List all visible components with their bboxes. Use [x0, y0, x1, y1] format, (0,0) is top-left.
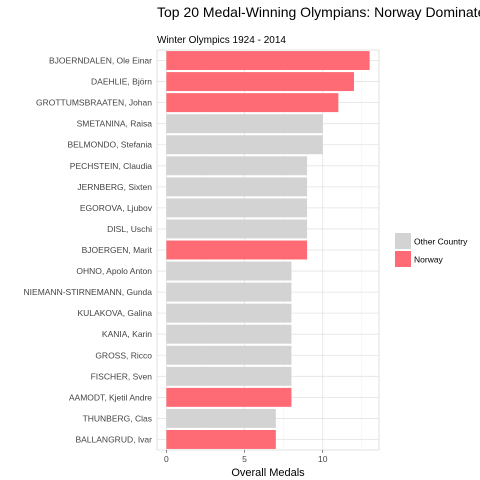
x-axis-title: Overall Medals: [231, 467, 305, 479]
y-tick-label: BJOERGEN, Marit: [82, 245, 153, 255]
bar: [166, 72, 354, 92]
y-tick-label: GROSS, Ricco: [95, 350, 152, 360]
legend-swatch: [395, 233, 411, 249]
x-tick-label: 10: [318, 454, 328, 464]
bar: [166, 240, 308, 260]
bar: [166, 51, 370, 70]
y-tick-label: FISCHER, Sven: [91, 371, 153, 381]
bar: [166, 387, 292, 407]
y-tick-label: PECHSTEIN, Claudia: [70, 161, 152, 171]
y-tick-label: JERNBERG, Sixten: [77, 182, 152, 192]
y-tick-label: BALLANGRUD, Ivar: [75, 434, 152, 444]
bar: [166, 156, 308, 176]
bar: [166, 198, 308, 218]
bar: [166, 261, 292, 281]
bar: [166, 430, 276, 449]
y-tick-label: DISL, Uschi: [107, 224, 152, 234]
x-tick-label: 0: [164, 454, 169, 464]
y-tick-label: BELMONDO, Stefania: [67, 140, 152, 150]
y-tick-label: SMETANINA, Raisa: [77, 119, 153, 129]
bar: [166, 408, 276, 428]
legend-label: Norway: [414, 255, 444, 265]
y-tick-label: EGOROVA, Ljubov: [80, 203, 153, 213]
bar: [166, 345, 292, 365]
y-tick-label: KULAKOVA, Galina: [78, 308, 153, 318]
y-tick-label: KANIA, Karin: [102, 329, 152, 339]
bar: [166, 282, 292, 302]
bar: [166, 135, 323, 155]
y-tick-label: DAEHLIE, Björn: [91, 77, 152, 87]
bar: [166, 324, 292, 344]
legend-swatch: [395, 251, 411, 267]
chart-title: Top 20 Medal-Winning Olympians: Norway D…: [157, 4, 480, 20]
y-tick-label: GROTTUMSBRAATEN, Johan: [36, 98, 152, 108]
y-tick-label: BJOERNDALEN, Ole Einar: [49, 56, 152, 66]
legend-label: Other Country: [414, 237, 468, 247]
bar: [166, 114, 323, 134]
bar: [166, 303, 292, 323]
y-tick-label: AAMODT, Kjetil Andre: [69, 392, 152, 402]
bar: [166, 366, 292, 386]
x-tick-label: 5: [242, 454, 247, 464]
chart-subtitle: Winter Olympics 1924 - 2014: [157, 35, 286, 46]
bar: [166, 219, 308, 239]
bar: [166, 177, 308, 197]
y-tick-label: OHNO, Apolo Anton: [76, 266, 152, 276]
y-tick-label: NIEMANN-STIRNEMANN, Gunda: [24, 287, 153, 297]
bar: [166, 93, 339, 113]
y-tick-label: THUNBERG, Clas: [83, 413, 152, 423]
